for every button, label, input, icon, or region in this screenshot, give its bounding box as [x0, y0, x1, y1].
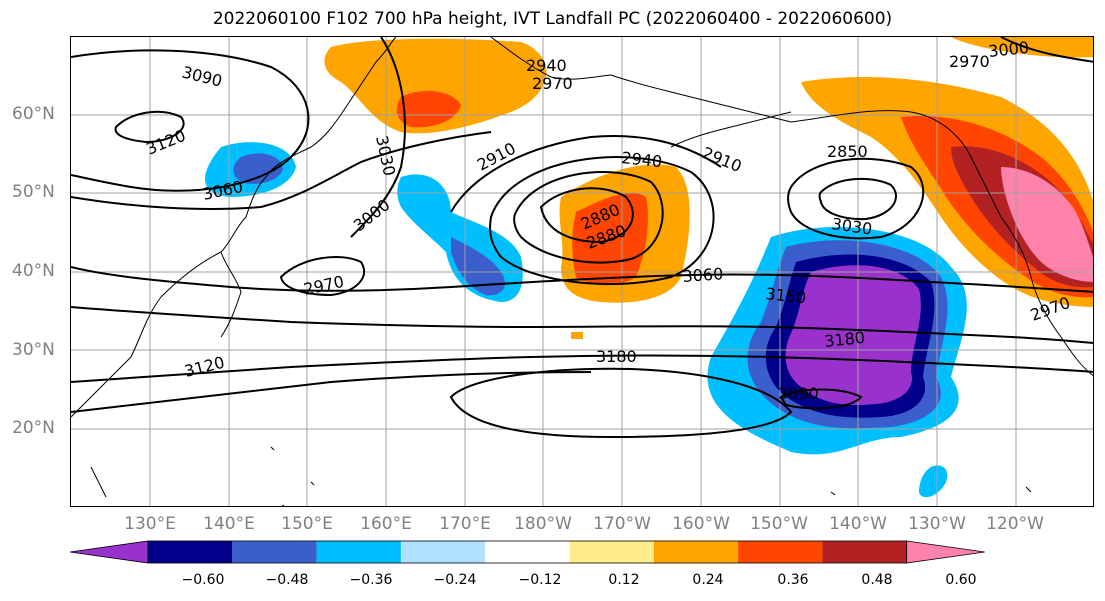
- contour-label: 2940: [526, 56, 567, 75]
- colorbar-tick: 0.24: [692, 572, 724, 588]
- lon-label-160e: 160°E: [360, 514, 412, 534]
- contour-label: 3180: [823, 328, 865, 351]
- lat-label-60n: 60°N: [12, 104, 55, 124]
- contour-label: 2970: [949, 52, 990, 71]
- contour-label: 2850: [827, 142, 868, 161]
- contour-label: 2970: [1028, 293, 1073, 325]
- colorbar-segment: [316, 541, 401, 563]
- colorbar-segment: [653, 541, 739, 563]
- lon-label-150w: 150°W: [750, 514, 808, 534]
- colorbar-extend-max: [906, 540, 985, 564]
- colorbar-tick: 0.60: [945, 572, 977, 588]
- colorbar-segment: [822, 541, 907, 563]
- colorbar-segment: [400, 541, 486, 563]
- lon-label-130w: 130°W: [908, 514, 966, 534]
- lon-label-140e: 140°E: [203, 514, 255, 534]
- contour-label: 3060: [682, 264, 724, 286]
- height-contours: [71, 37, 1093, 439]
- lon-label-130e: 130°E: [124, 514, 176, 534]
- contour-label: 2970: [532, 74, 573, 93]
- contour-label: 2940: [621, 148, 663, 171]
- lat-label-40n: 40°N: [12, 261, 55, 281]
- colorbar-tick: −0.60: [181, 572, 225, 588]
- lon-label-150e: 150°E: [281, 514, 333, 534]
- colorbar-extend-min: [69, 540, 149, 564]
- colorbar-tick: 0.36: [777, 572, 809, 588]
- coastlines: [71, 37, 1093, 506]
- lon-label-170w: 170°W: [593, 514, 651, 534]
- figure-title: 2022060100 F102 700 hPa height, IVT Land…: [212, 9, 893, 29]
- colorbar-segment: [148, 541, 233, 563]
- contour-label: 2970: [302, 272, 346, 299]
- contour-label: 3120: [182, 353, 226, 381]
- contour-label: 3150: [765, 284, 807, 307]
- colorbar-segment: [485, 541, 570, 563]
- lon-label-140w: 140°W: [829, 514, 887, 534]
- colorbar-tick: −0.36: [349, 572, 393, 588]
- lon-label-170e: 170°E: [439, 514, 491, 534]
- contour-label: 3000: [350, 195, 394, 235]
- lon-label-160w: 160°W: [672, 514, 730, 534]
- colorbar-tick: 0.12: [608, 572, 640, 588]
- lon-label-120w: 120°W: [986, 514, 1044, 534]
- lat-label-30n: 30°N: [12, 340, 55, 360]
- contour-label: 3090: [180, 62, 224, 90]
- lat-label-50n: 50°N: [12, 182, 55, 202]
- map-svg: 3090 3120 3060 3030 3000 2970 2940 2970 …: [71, 37, 1093, 506]
- colorbar-tick: −0.24: [433, 572, 477, 588]
- colorbar-segment: [738, 541, 823, 563]
- contour-label: 3090: [778, 384, 819, 403]
- colorbar-segments: [69, 540, 985, 564]
- map-panel: 3090 3120 3060 3030 3000 2970 2940 2970 …: [70, 36, 1094, 507]
- lon-label-180w: 180°W: [514, 514, 572, 534]
- colorbar-tick: 0.48: [861, 572, 893, 588]
- colorbar: [69, 540, 985, 564]
- colorbar-segment: [232, 541, 317, 563]
- contour-label: 3030: [372, 134, 399, 178]
- contour-label: 3000: [987, 38, 1029, 61]
- lat-label-20n: 20°N: [12, 418, 55, 438]
- colorbar-segment: [569, 541, 654, 563]
- contour-label: 3180: [596, 347, 637, 366]
- contour-label: 2910: [700, 143, 745, 176]
- colorbar-tick: −0.48: [265, 572, 309, 588]
- ivt-positive-shading: [324, 37, 1093, 339]
- colorbar-tick: −0.12: [518, 572, 562, 588]
